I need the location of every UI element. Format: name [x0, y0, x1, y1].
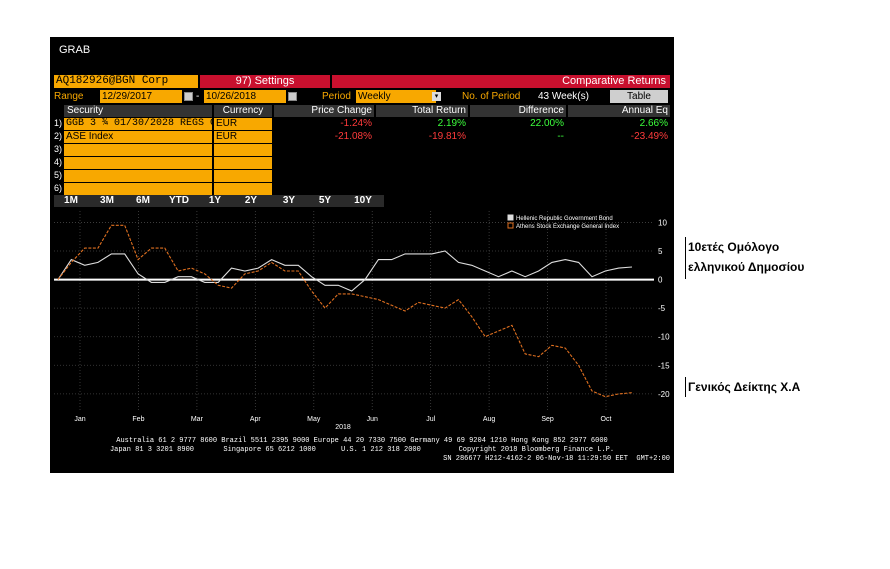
- row-number: 4): [54, 157, 63, 167]
- header-annual-eq: Annual Eq: [568, 105, 670, 117]
- x-tick-label: Oct: [601, 416, 612, 423]
- security-input-empty[interactable]: [64, 144, 212, 156]
- price-change-value: -1.24%: [340, 118, 372, 129]
- range-start-input[interactable]: 12/29/2017: [100, 90, 182, 103]
- security-input[interactable]: GGB 3 ¾ 01/30/2028 REGS C: [64, 118, 212, 130]
- y-tick-label: -10: [658, 333, 670, 342]
- x-year-label: 2018: [335, 424, 351, 431]
- bond-annotation: 10ετές Ομόλογο ελληνικού Δημοσίου: [685, 237, 839, 279]
- period-label: Period: [322, 91, 351, 102]
- x-tick-label: Aug: [483, 416, 496, 423]
- x-tick-label: Jul: [426, 416, 435, 423]
- ticker-field[interactable]: AQ182926@BGN Corp: [54, 75, 198, 88]
- currency-input-empty[interactable]: [214, 157, 272, 169]
- table-button[interactable]: Table: [610, 90, 668, 103]
- currency-input-empty[interactable]: [214, 170, 272, 182]
- row-number: 5): [54, 170, 63, 180]
- tab-3m[interactable]: 3M: [100, 195, 114, 206]
- settings-button[interactable]: 97) Settings: [200, 75, 330, 88]
- num-period-label: No. of Period: [462, 91, 521, 102]
- currency-input[interactable]: EUR: [214, 131, 272, 143]
- x-tick-label: Feb: [132, 416, 144, 423]
- returns-chart: 10 5 0 -5 -10 -15 -20 Jan Feb Mar Apr May Jun Jul Aug S…: [54, 209, 670, 439]
- y-tick-label: -20: [658, 390, 670, 399]
- tab-ytd[interactable]: YTD: [169, 195, 189, 206]
- difference-value: 22.00%: [530, 118, 564, 129]
- legend-swatch: [507, 214, 514, 221]
- period-tabs: 1M 3M 6M YTD 1Y 2Y 3Y 5Y 10Y: [54, 195, 384, 207]
- row-number: 6): [54, 183, 63, 193]
- currency-input-empty[interactable]: [214, 183, 272, 195]
- x-tick-label: May: [307, 416, 321, 423]
- legend-label: Athens Stock Exchange General Index: [516, 224, 619, 230]
- y-tick-label: -5: [658, 304, 666, 313]
- header-price-change: Price Change: [274, 105, 374, 117]
- tab-6m[interactable]: 6M: [136, 195, 150, 206]
- x-tick-label: Apr: [250, 416, 262, 423]
- x-tick-label: Mar: [191, 416, 204, 423]
- row-number: 3): [54, 144, 63, 154]
- price-change-value: -21.08%: [334, 131, 372, 142]
- range-bar: Range 12/29/2017 - 10/26/2018 Period Wee…: [54, 90, 670, 103]
- range-end-input[interactable]: 10/26/2018: [204, 90, 286, 103]
- security-input-empty[interactable]: [64, 170, 212, 182]
- x-tick-label: Jun: [367, 416, 378, 423]
- legend-label: Hellenic Republic Government Bond: [516, 216, 613, 222]
- range-label: Range: [54, 91, 84, 102]
- footer-line-3: SN 286677 H212-4162-2 06-Nov-18 11:29:50…: [443, 455, 670, 463]
- tab-1m[interactable]: 1M: [64, 195, 78, 206]
- tab-1y[interactable]: 1Y: [208, 195, 222, 206]
- index-annotation: Γενικός Δείκτης Χ.Α: [685, 377, 839, 397]
- difference-value: --: [557, 131, 564, 142]
- calendar-icon[interactable]: [288, 92, 297, 101]
- annual-eq-value: -23.49%: [630, 131, 668, 142]
- x-tick-label: Jan: [74, 416, 85, 423]
- header-total-return: Total Return: [376, 105, 468, 117]
- y-tick-label: 5: [658, 247, 663, 256]
- tab-10y[interactable]: 10Y: [354, 195, 372, 206]
- row-number: 1): [54, 118, 63, 128]
- tab-5y[interactable]: 5Y: [318, 195, 332, 206]
- calendar-icon[interactable]: [184, 92, 193, 101]
- footer-line-2: Japan 81 3 3201 8900 Singapore 65 6212 1…: [109, 446, 615, 454]
- security-input-empty[interactable]: [64, 157, 212, 169]
- tab-3y[interactable]: 3Y: [282, 195, 296, 206]
- y-tick-label: -15: [658, 361, 670, 370]
- row-number: 2): [54, 131, 63, 141]
- total-return-value: -19.81%: [428, 131, 466, 142]
- header-bar: AQ182926@BGN Corp 97) Settings Comparati…: [54, 75, 670, 88]
- header-difference: Difference: [470, 105, 566, 117]
- annual-eq-value: 2.66%: [639, 118, 668, 129]
- x-tick-label: Sep: [541, 416, 554, 423]
- currency-input[interactable]: EUR: [214, 118, 272, 130]
- total-return-value: 2.19%: [437, 118, 466, 129]
- chevron-down-icon[interactable]: ▾: [432, 92, 441, 101]
- legend-swatch: [507, 222, 514, 229]
- header-currency: Currency: [214, 105, 272, 117]
- window-title: GRAB: [59, 44, 91, 56]
- range-separator: -: [196, 91, 200, 102]
- index-series-line: [57, 224, 633, 398]
- bloomberg-terminal: GRAB AQ182926@BGN Corp 97) Settings Comp…: [50, 37, 674, 473]
- security-input[interactable]: ASE Index: [64, 131, 212, 143]
- bond-series-line: [57, 250, 633, 292]
- security-input-empty[interactable]: [64, 183, 212, 195]
- comparative-returns-title: Comparative Returns: [332, 75, 670, 88]
- y-tick-label: 0: [658, 276, 663, 285]
- tab-2y[interactable]: 2Y: [244, 195, 258, 206]
- footer-line-1: Australia 61 2 9777 8600 Brazil 5511 239…: [116, 437, 608, 445]
- currency-input-empty[interactable]: [214, 144, 272, 156]
- num-period-value[interactable]: 43 Week(s): [538, 91, 589, 102]
- period-select[interactable]: Weekly: [356, 90, 436, 103]
- header-security: Security: [64, 105, 212, 117]
- y-tick-label: 10: [658, 218, 667, 227]
